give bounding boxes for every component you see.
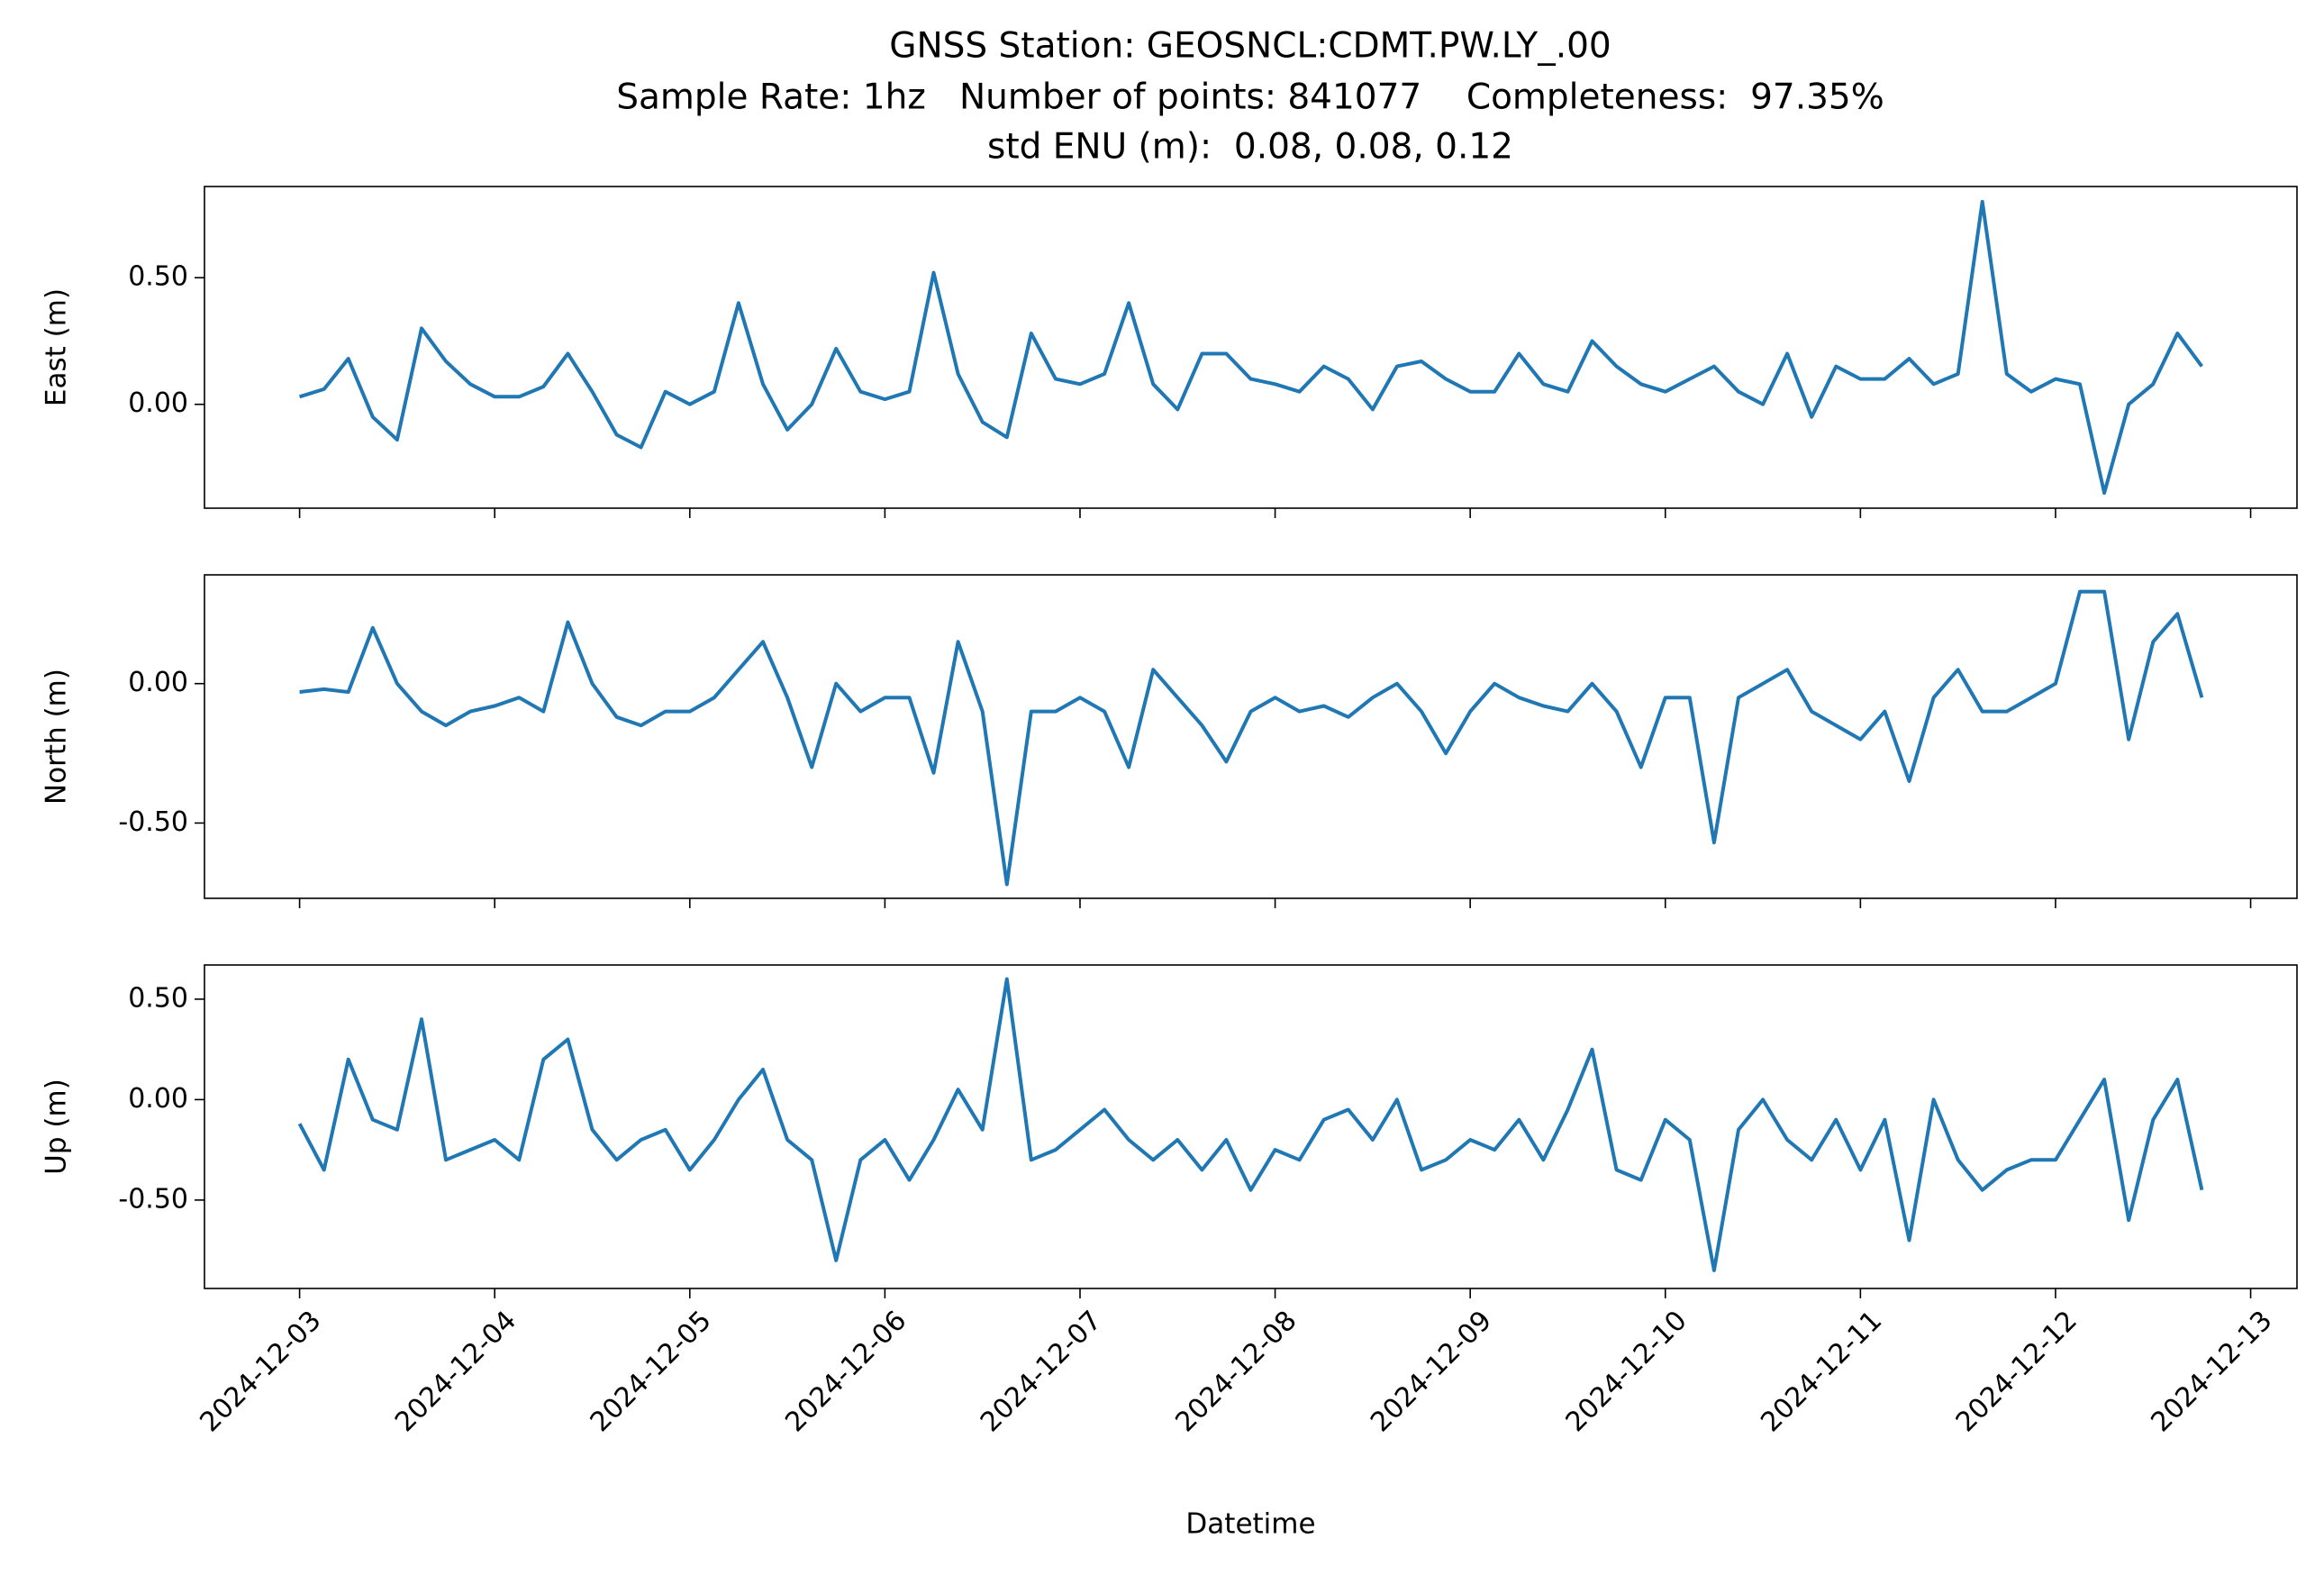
x-tick-label: 2024-12-10 [1560,1305,1693,1438]
x-axis-label: Datetime [1185,1508,1315,1541]
data-line [299,589,2204,887]
y-tick-label: -0.50 [118,806,188,838]
x-tick-label: 2024-12-07 [975,1305,1108,1438]
title-line: GNSS Station: GEOSNCL:CDMT.PW.LY_.00 [889,26,1611,67]
title-line: std ENU (m): 0.08, 0.08, 0.12 [987,127,1513,168]
plot-area [299,199,2204,496]
axes-frame [204,964,2298,1289]
y-tick-label: 0.00 [128,387,188,419]
x-tick-label: 2024-12-08 [1169,1305,1303,1438]
x-tick-label: 2024-12-06 [779,1305,912,1438]
plot-area [299,589,2204,887]
x-tick-label: 2024-12-03 [194,1305,327,1438]
y-tick-label: 0.00 [128,667,188,698]
y-axis-label: East (m) [41,288,73,406]
y-tick-label: 0.00 [128,1083,188,1115]
x-tick-label: 2024-12-09 [1365,1305,1498,1438]
data-line [297,977,2204,1272]
y-tick-label: 0.50 [128,982,188,1014]
x-tick-label: 2024-12-13 [2145,1305,2278,1438]
axes-frame [204,186,2298,509]
data-line [299,199,2204,496]
x-tick-label: 2024-12-12 [1950,1305,2083,1438]
title-line: Sample Rate: 1hz Number of points: 84107… [616,77,1884,118]
x-tick-label: 2024-12-05 [585,1305,718,1438]
x-tick-label: 2024-12-11 [1755,1305,1888,1438]
y-tick-label: 0.50 [128,261,188,293]
axes-frame [204,574,2298,899]
plot-area [297,977,2204,1272]
y-axis-label: Up (m) [41,1079,73,1175]
y-tick-label: -0.50 [118,1183,188,1215]
x-tick-label: 2024-12-04 [389,1305,522,1438]
y-axis-label: North (m) [41,669,73,805]
